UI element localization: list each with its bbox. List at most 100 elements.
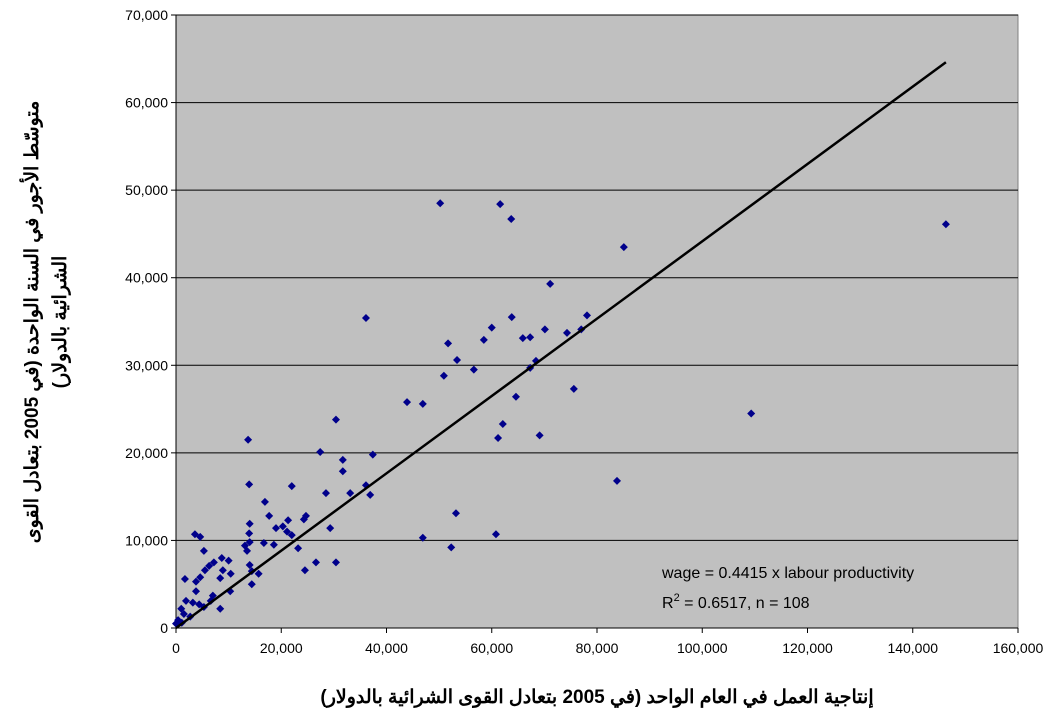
trendline xyxy=(175,61,947,630)
point xyxy=(191,587,200,596)
point xyxy=(199,546,208,555)
point xyxy=(498,419,507,428)
x-tick-label: 60,000 xyxy=(470,640,513,656)
point xyxy=(316,447,325,456)
annotation-part: = 0.6517, n = 108 xyxy=(680,595,810,612)
point xyxy=(444,339,453,348)
point xyxy=(496,200,505,209)
point xyxy=(338,467,347,476)
y-tick-label: 30,000 xyxy=(125,357,168,373)
x-tick-label: 140,000 xyxy=(887,640,938,656)
point xyxy=(259,539,268,548)
x-tick-label: 100,000 xyxy=(677,640,728,656)
y-axis-label: الشرائية بالدولار) xyxy=(50,256,71,389)
point xyxy=(747,409,756,418)
point xyxy=(418,533,427,542)
x-tick-label: 0 xyxy=(172,640,180,656)
point xyxy=(196,532,205,541)
point xyxy=(361,313,370,322)
point xyxy=(224,556,233,565)
x-tick-label: 40,000 xyxy=(365,640,408,656)
y-tick-label: 70,000 xyxy=(125,7,168,23)
x-axis-label: إنتاجية العمل في العام الواحد (في 2005 ب… xyxy=(320,687,873,709)
point xyxy=(418,399,427,408)
x-tick-label: 80,000 xyxy=(576,640,619,656)
point xyxy=(209,558,218,567)
point xyxy=(218,566,227,575)
point xyxy=(494,433,503,442)
point xyxy=(326,524,335,533)
point xyxy=(284,516,293,525)
point xyxy=(245,480,254,489)
point xyxy=(300,566,309,575)
point xyxy=(346,489,355,498)
point xyxy=(491,530,500,539)
point xyxy=(191,577,200,586)
point xyxy=(366,490,375,499)
point xyxy=(583,311,592,320)
point xyxy=(451,509,460,518)
y-axis-label: متوسّط الأجور في السنة الواحدة (في 2005 … xyxy=(19,101,44,544)
y-tick-label: 60,000 xyxy=(125,95,168,111)
point xyxy=(245,529,254,538)
point xyxy=(244,435,253,444)
point xyxy=(179,609,188,618)
point xyxy=(278,522,287,531)
point xyxy=(331,558,340,567)
y-tick-label: 50,000 xyxy=(125,182,168,198)
annotation-sup: 2 xyxy=(674,592,680,604)
point xyxy=(518,334,527,343)
x-tick-label: 120,000 xyxy=(782,640,833,656)
point xyxy=(254,569,263,578)
point xyxy=(612,476,621,485)
point xyxy=(180,574,189,583)
point xyxy=(287,482,296,491)
point xyxy=(403,398,412,407)
point xyxy=(196,573,205,582)
point xyxy=(247,580,256,589)
point xyxy=(271,524,280,533)
point xyxy=(569,384,578,393)
point xyxy=(563,328,572,337)
point xyxy=(294,544,303,553)
y-tick-label: 40,000 xyxy=(125,270,168,286)
point xyxy=(245,538,254,547)
point xyxy=(436,199,445,208)
x-tick-label: 160,000 xyxy=(993,640,1044,656)
point xyxy=(245,519,254,528)
point xyxy=(260,497,269,506)
point xyxy=(217,553,226,562)
point xyxy=(200,566,209,575)
point xyxy=(311,558,320,567)
annotation: wage = 0.4415 x labour productivity xyxy=(661,565,914,582)
y-tick-label: 10,000 xyxy=(125,532,168,548)
point xyxy=(216,574,225,583)
point xyxy=(216,604,225,613)
y-tick-label: 20,000 xyxy=(125,445,168,461)
point xyxy=(368,450,377,459)
point xyxy=(511,392,520,401)
point xyxy=(283,527,292,536)
point xyxy=(507,313,516,322)
point xyxy=(338,455,347,464)
point xyxy=(540,325,549,334)
y-tick-label: 0 xyxy=(160,620,168,636)
point xyxy=(287,531,296,540)
point xyxy=(507,215,516,224)
point xyxy=(243,546,252,555)
point xyxy=(331,415,340,424)
point xyxy=(181,596,190,605)
point xyxy=(447,543,456,552)
point xyxy=(469,365,478,374)
point xyxy=(479,335,488,344)
point xyxy=(226,569,235,578)
point xyxy=(453,356,462,365)
point xyxy=(619,243,628,252)
point xyxy=(546,279,555,288)
point xyxy=(299,515,308,524)
x-tick-label: 20,000 xyxy=(260,640,303,656)
point xyxy=(487,323,496,332)
annotation-part: R xyxy=(662,595,674,612)
point xyxy=(941,220,950,229)
